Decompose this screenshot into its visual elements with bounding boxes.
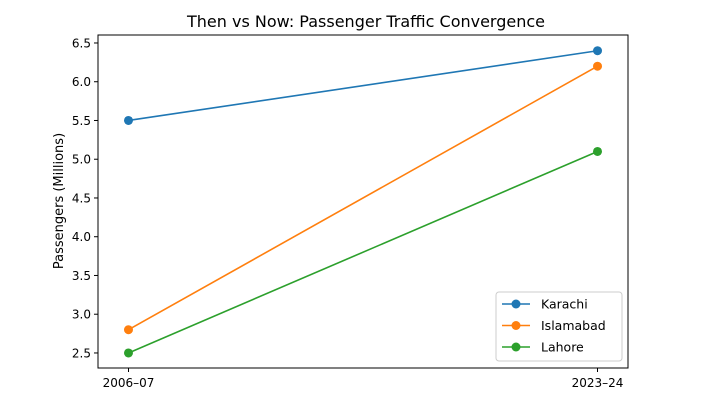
legend-label: Karachi — [541, 297, 588, 312]
legend-marker-karachi — [511, 299, 521, 309]
y-tick-label: 3.0 — [72, 308, 91, 322]
legend-marker-lahore — [511, 342, 521, 352]
x-tick-label: 2023–24 — [572, 376, 624, 390]
y-tick-label: 5.0 — [72, 153, 91, 167]
data-point-islamabad — [123, 325, 133, 335]
plot-frame — [97, 34, 629, 369]
legend-label: Lahore — [541, 340, 584, 355]
legend: Karachi Islamabad Lahore — [495, 291, 623, 362]
series-line-karachi — [128, 49, 598, 122]
data-point-karachi — [123, 115, 133, 125]
series-line-islamabad — [128, 65, 598, 331]
y-tick-label: 5.5 — [72, 114, 91, 128]
x-tick-label: 2006–07 — [103, 376, 155, 390]
series-line-lahore — [128, 150, 598, 354]
y-tick-label: 3.5 — [72, 269, 91, 283]
legend-marker-islamabad — [511, 321, 521, 330]
legend-box — [495, 291, 623, 362]
y-axis-label: Passengers (Millions) — [52, 133, 67, 269]
y-tick-label: 4.5 — [72, 191, 91, 205]
legend-label: Islamabad — [541, 318, 606, 333]
data-point-islamabad — [593, 61, 603, 71]
y-tick-label: 4.0 — [72, 230, 91, 244]
y-tick-label: 6.0 — [72, 75, 91, 89]
y-tick-label: 6.5 — [72, 36, 91, 50]
y-tick-label: 2.5 — [72, 346, 91, 360]
chart-title: Then vs Now: Passenger Traffic Convergen… — [186, 12, 545, 31]
data-point-karachi — [593, 46, 603, 56]
data-point-lahore — [593, 146, 603, 156]
data-point-lahore — [123, 348, 133, 358]
